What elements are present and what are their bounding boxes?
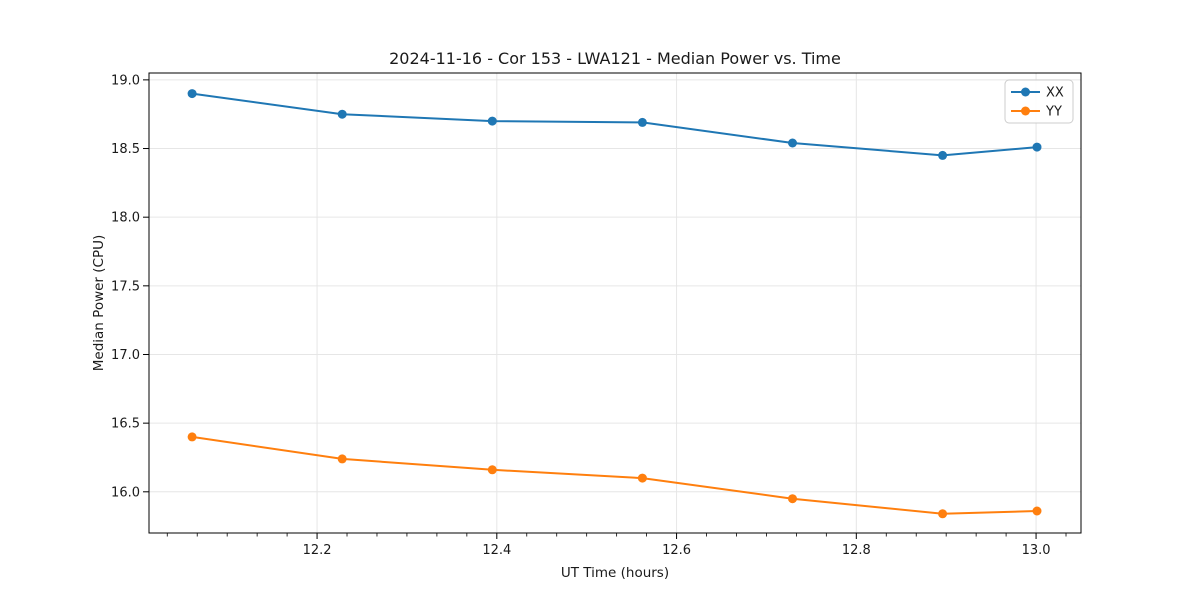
legend-label-yy: YY xyxy=(1045,105,1062,120)
data-point-yy xyxy=(788,494,797,504)
legend-marker-yy-icon xyxy=(1021,106,1030,116)
x-tick-label: 12.2 xyxy=(303,543,332,558)
legend-marker-xx-icon xyxy=(1021,87,1030,97)
data-point-yy xyxy=(938,509,948,519)
legend-label-xx: XX xyxy=(1046,86,1064,101)
x-tick-label: 12.4 xyxy=(482,543,511,558)
data-point-xx xyxy=(1032,142,1042,152)
x-tick-label: 13.0 xyxy=(1022,543,1051,558)
x-tick-label: 12.6 xyxy=(662,543,691,558)
series-line-xx xyxy=(191,92,1038,157)
series-line-yy xyxy=(191,435,1038,515)
y-tick-label: 16.5 xyxy=(111,417,140,432)
y-tick-label: 17.5 xyxy=(111,279,140,294)
grid-layer xyxy=(149,73,1081,533)
data-point-yy xyxy=(487,465,497,475)
y-tick-label: 17.0 xyxy=(111,348,140,363)
chart-title: 2024-11-16 - Cor 153 - LWA121 - Median P… xyxy=(389,49,841,68)
y-tick-label: 16.0 xyxy=(111,485,140,500)
data-point-xx xyxy=(487,116,497,126)
data-point-xx xyxy=(637,117,647,127)
data-point-yy xyxy=(637,473,647,483)
x-axis-label: UT Time (hours) xyxy=(561,565,669,581)
y-tick-label: 19.0 xyxy=(111,73,140,88)
data-point-yy xyxy=(1032,506,1042,516)
axes-layer: 12.2 12.4 12.6 12.8 13.0 16.0 16.5 17.0 17.5 18.0… xyxy=(111,73,1067,558)
y-tick-label: 18.0 xyxy=(111,211,140,226)
data-point-xx xyxy=(187,89,197,99)
x-tick-label: 12.8 xyxy=(842,543,871,558)
y-axis-label: Median Power (CPU) xyxy=(91,235,107,371)
y-tick-label: 18.5 xyxy=(111,142,140,157)
series-layer xyxy=(187,89,1042,519)
data-point-yy xyxy=(337,454,347,464)
data-point-yy xyxy=(187,432,197,442)
data-point-xx xyxy=(938,150,948,160)
legend: XX YY xyxy=(1004,79,1074,124)
data-point-xx xyxy=(788,138,797,148)
plot-border xyxy=(148,72,1082,534)
data-point-xx xyxy=(337,109,347,119)
